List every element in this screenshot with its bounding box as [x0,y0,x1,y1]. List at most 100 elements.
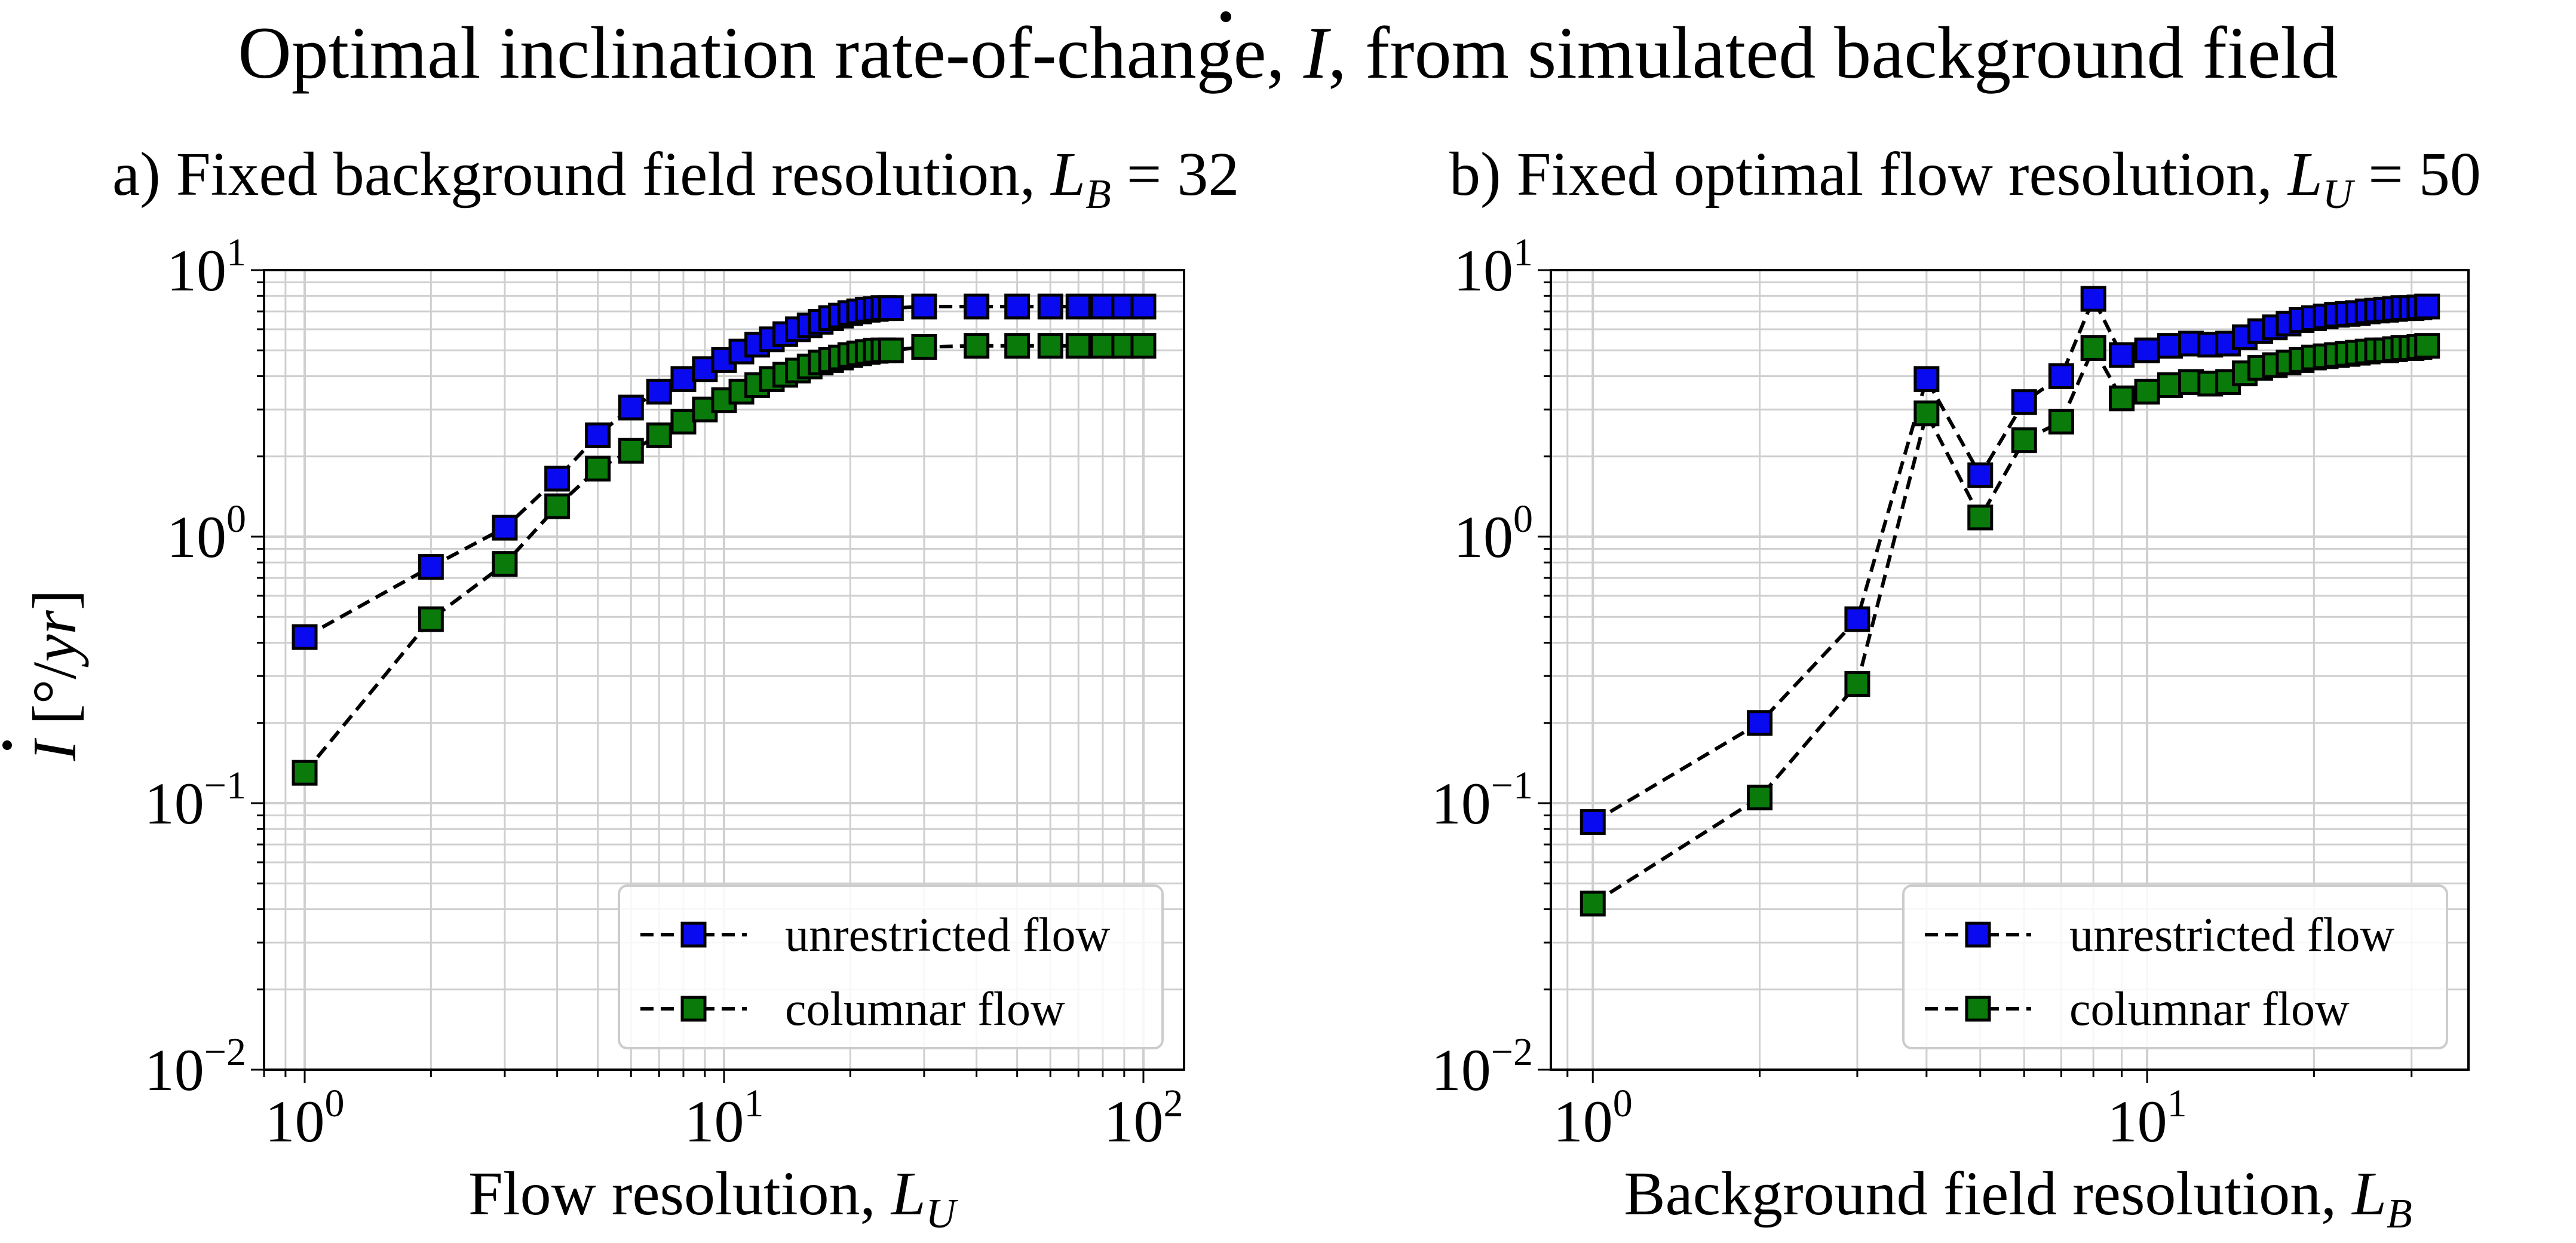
panel-a-x-tick-label-base: 10 [265,1088,325,1155]
panel-b-y-tick-label-exponent: 0 [1513,497,1533,541]
panel-a-title-value: = 32 [1111,140,1240,209]
panel-b-title-prefix: b) Fixed optimal flow resolution, [1449,140,2288,209]
panel-b-legend: unrestricted flow columnar flow [1902,884,2448,1049]
panel-a-series-1-point [585,455,611,482]
panel-a-series-0-point [911,293,937,320]
panel-b-y-tick-label-base: 10 [1453,237,1513,304]
panel-a-x-axis-label-prefix: Flow resolution, [468,1159,891,1228]
panel-a-series [292,293,1157,786]
y-axis-label: I [°/yr] [20,589,89,761]
panel-a-series-0-point [1065,293,1091,320]
panel-a-series-1-point [618,437,644,464]
panel-b-series [1580,286,2440,917]
panel-a-legend-marker [680,996,707,1022]
panel-a-y-tick-label: 10−1 [145,764,246,837]
panel-b-series-1-point [1967,504,1994,531]
panel-b-y-tick-label-base: 10 [1431,1037,1491,1103]
panel-a-y-tick-label-exponent: 0 [226,497,246,541]
panel-b-title-var: L [2287,140,2323,209]
panel-a-title-sub: B [1085,172,1111,218]
panel-a-y-tick-label-base: 10 [167,237,226,304]
panel-a-x-axis-label-sub: U [926,1191,959,1237]
panel-b-title: b) Fixed optimal flow resolution, LU = 5… [1449,140,2481,218]
panel-b-series-1-line [1591,344,2428,905]
panel-b-x-tick-label: 100 [1553,1082,1633,1155]
panel-b-series-0-line [1591,294,2428,824]
panel-b-frame [1550,269,2470,1071]
panel-b-series-0-point [2080,286,2106,312]
panel-b-x-tick-label-base: 10 [1553,1088,1613,1155]
panel-b-series-0-point [2134,337,2160,363]
panel-b-y-tick-label: 101 [1453,231,1533,304]
y-axis-label-dot [2,740,12,750]
panel-a-series-1-point [544,493,571,519]
panel-b-x-tick-label-exponent: 1 [2167,1082,2187,1125]
panel-b-x-tick-label-exponent: 0 [1613,1082,1633,1125]
panel-a-y-tick-label-base: 10 [145,1037,204,1103]
panel-a-x-tick-label-base: 10 [1103,1088,1163,1155]
panel-a-series-0-point [585,422,611,448]
y-axis-label-unit-italic: yr [20,610,89,668]
panel-b-x-axis-label-prefix: Background field resolution, [1624,1159,2352,1228]
panel-a-x-tick-label: 102 [1103,1082,1183,1155]
panel-b-y-tick-label-exponent: −2 [1491,1030,1533,1074]
panel-b-series-1-point [1580,890,1606,917]
panel-b-series-0-point [1913,366,1940,392]
panel-a-x-tick-label-exponent: 2 [1163,1082,1183,1125]
panel-b-y-tick-label: 100 [1453,497,1533,570]
panel-b-series-1-point [2109,385,2135,412]
panel-b-legend-label: columnar flow [2069,983,2350,1036]
panel-b-y-tick-label: 10−2 [1431,1030,1533,1103]
panel-a-series-1-point [1004,333,1031,359]
figure-title-symbol: I [1303,12,1332,94]
panel-b-title-sub: U [2323,172,2356,218]
figure-title-suffix: , from simulated background field [1328,12,2338,94]
panel-a-series-1-point [418,606,444,632]
panel-a-y-tick-label: 10−2 [145,1030,246,1103]
panel-a-series-1-point [646,422,672,448]
panel-a-series-1-point [1065,333,1091,359]
panel-b-series-1-point [2215,369,2241,395]
panel-a-series-1-point [1037,333,1063,359]
panel-b-series-0-point [2414,293,2440,320]
panel-a-y-tick-label-exponent: −1 [204,764,246,807]
panel-a-series-0-point [292,624,318,650]
panel-a-x-tick-label-base: 10 [685,1088,744,1155]
panel-a-y-tick-label: 100 [167,497,246,570]
panel-a-series-0-point [878,295,904,322]
panel-a-series-0-point [1090,293,1116,320]
y-axis-label-unit: [°/ [20,662,89,740]
panel-a-series-0-point [544,466,571,492]
panel-b-series-1-point [1913,400,1940,427]
panel-b-series-0-point [2048,363,2074,389]
panel-a-y-tick-label-exponent: −2 [204,1030,246,1074]
panel-b-series-0-point [2109,342,2135,368]
panel-b-y-tick-label-base: 10 [1453,504,1513,570]
panel-b-y-tick-label-exponent: −1 [1491,764,1533,807]
panel-a-x-axis-label: Flow resolution, LU [468,1159,959,1237]
panel-b-x-axis-label-sub: B [2387,1191,2412,1237]
panel-b-x-axis-label-var: L [2351,1159,2387,1228]
panel-b-legend-marker [1965,921,1991,948]
panel-a-series-0-point [1130,293,1157,320]
panel-a-legend-marker [680,921,707,948]
panel-a-series-1-point [1130,333,1157,359]
panel-a-series-1-point [1090,333,1116,359]
panel-b-series-0-point [2011,389,2037,415]
panel-a-title-prefix: a) Fixed background field resolution, [112,140,1051,209]
y-axis-label-close: ] [20,589,89,610]
title-symbol-dot [1220,11,1231,22]
panel-b-x-tick-label: 101 [2108,1082,2187,1155]
panel-b-series-1-point [2157,372,2183,399]
panel-a-series-0-point [492,515,518,541]
panel-a-series-0-point [618,394,644,421]
panel-a-y-tick-label-base: 10 [145,770,204,837]
panel-b-x-axis-label: Background field resolution, LB [1624,1159,2412,1237]
panel-a-series-0-point [418,554,444,580]
panel-b-series-1-point [2048,409,2074,435]
panel-a-y-tick-label-exponent: 1 [226,231,246,274]
panel-a-series-1-point [878,337,904,363]
